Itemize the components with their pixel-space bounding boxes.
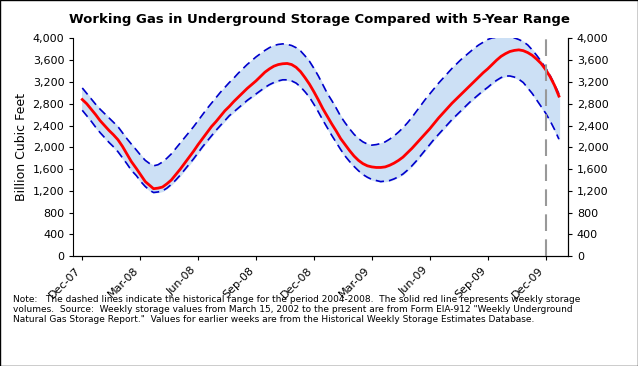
Y-axis label: Billion Cubic Feet: Billion Cubic Feet — [15, 93, 29, 201]
Text: Working Gas in Underground Storage Compared with 5-Year Range: Working Gas in Underground Storage Compa… — [68, 13, 570, 26]
Text: Note:   The dashed lines indicate the historical range for the period 2004-2008.: Note: The dashed lines indicate the hist… — [13, 295, 580, 324]
